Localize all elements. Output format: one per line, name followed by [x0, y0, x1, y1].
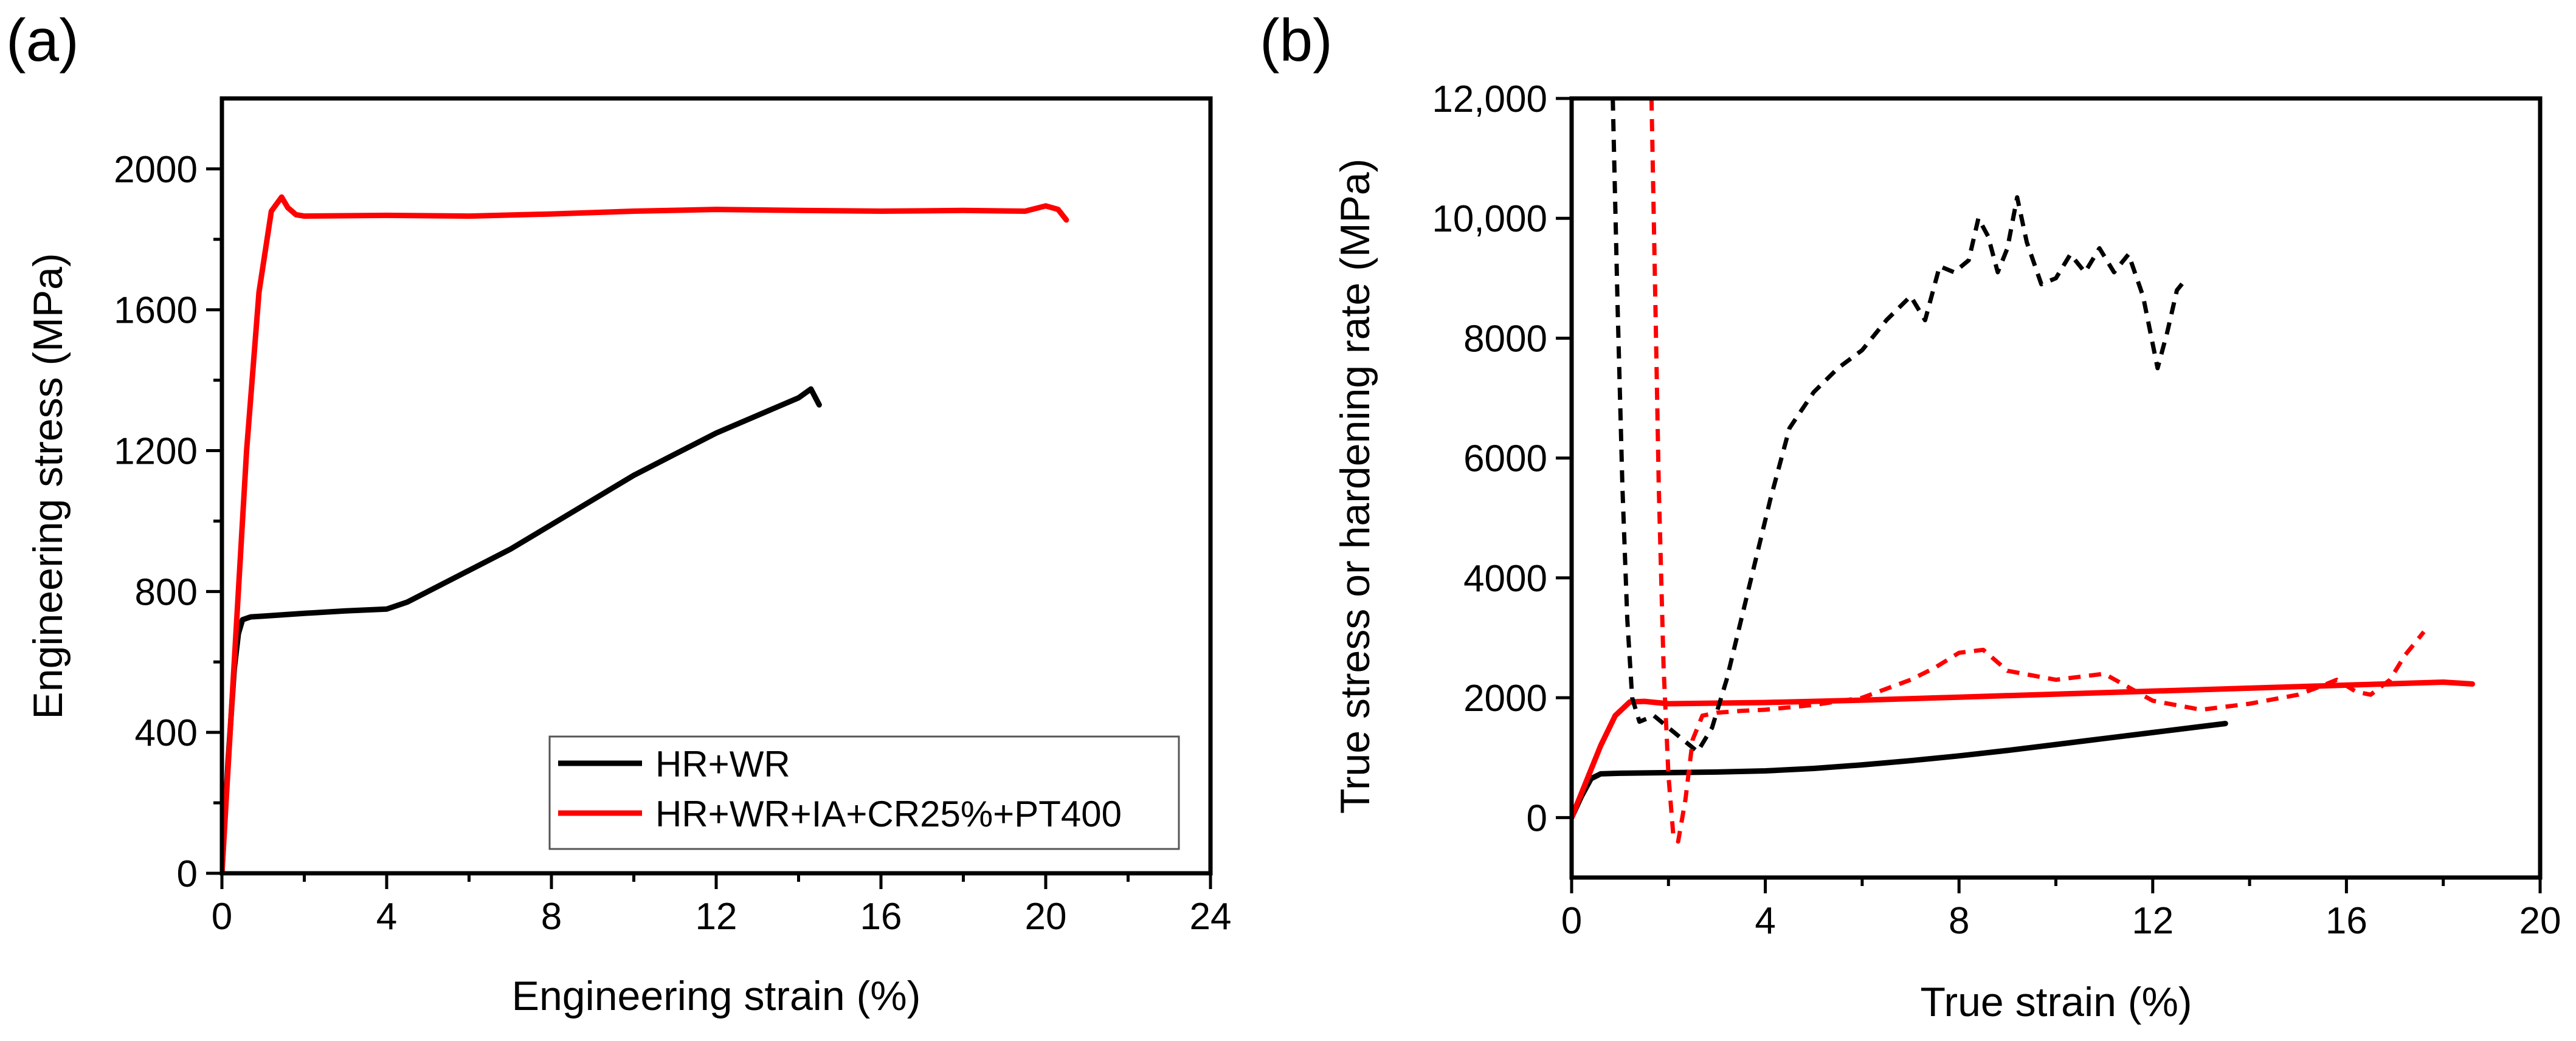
panel-a-y-tick-label: 1600	[114, 290, 198, 332]
panel-a-x-tick-label: 24	[1190, 896, 1232, 938]
panel-b-x-axis-title: True strain (%)	[1920, 979, 2192, 1025]
panel-a-y-axis-title: Engineering stress (MPa)	[25, 253, 71, 719]
panel-b-series-hr-wr-hardening-rate	[1611, 98, 2189, 754]
panel-a-series-hr-wr-ia-cr25-pt400	[222, 194, 1069, 873]
panel-a-x-tick-label: 4	[376, 896, 397, 938]
panel-a-y-tick-label: 800	[135, 571, 198, 613]
panel-a-x-tick-label: 12	[696, 896, 737, 938]
panel-b-x-tick-label: 16	[2326, 900, 2367, 942]
panel-b-y-tick-label: 8000	[1463, 318, 1547, 360]
panel-b-x-tick-label: 4	[1755, 900, 1775, 942]
panel-b-y-tick-label: 6000	[1463, 438, 1547, 480]
panel-b-y-tick-label: 2000	[1463, 678, 1547, 720]
panel-a-x-axis-title: Engineering strain (%)	[512, 973, 921, 1019]
panel-a-series-hr-wr	[222, 386, 822, 873]
legend-label-hr-wr: HR+WR	[655, 744, 790, 785]
panel-a-x-tick-label: 8	[541, 896, 562, 938]
panel-a-x-tick-label: 16	[860, 896, 902, 938]
panel-b-y-tick-label: 0	[1527, 797, 1547, 839]
legend-label-hr-wr-ia-cr25-pt400: HR+WR+IA+CR25%+PT400	[655, 794, 1122, 834]
panel-b-x-tick-label: 8	[1949, 900, 1969, 942]
legend-box	[548, 735, 1180, 850]
panel-b-y-axis-title: True stress or hardening rate (MPa)	[1332, 159, 1378, 814]
panel-b-y-tick-label: 4000	[1463, 558, 1547, 600]
panel-a-y-tick-label: 400	[135, 712, 198, 754]
panel-b-label: (b)	[1260, 7, 1333, 74]
panel-a-label: (a)	[6, 7, 79, 74]
panel-a-y-tick-label: 2000	[114, 149, 198, 191]
panel-b-x-tick-label: 0	[1561, 900, 1582, 942]
panel-a-x-tick-label: 20	[1025, 896, 1067, 938]
panel-b-series-hr-wr-ia-cr25-pt400-hardening-rate	[1649, 98, 2426, 844]
panel-a-x-tick-label: 0	[212, 896, 232, 938]
panel-a-y-tick-label: 0	[177, 853, 198, 895]
panel-a: (a) 0 4 8 12 16 20 24 0 400 800 1200 1600 2000 Engin…	[6, 7, 1231, 1019]
panel-b: (b) 0 4 8 12 16 20 0 2000 4000 6000 8000 10,000 12,0…	[1260, 7, 2561, 1025]
panel-b-x-tick-label: 12	[2132, 900, 2174, 942]
panel-b-y-tick-label: 10,000	[1432, 198, 1547, 240]
panel-b-y-tick-label: 12,000	[1432, 78, 1547, 120]
panel-b-series-hr-wr-true-stress	[1572, 721, 2228, 820]
panel-a-y-tick-label: 1200	[114, 431, 198, 473]
panel-b-series-hr-wr-ia-cr25-pt400-true-stress	[1572, 679, 2475, 820]
panel-b-x-tick-label: 20	[2519, 900, 2561, 942]
panel-a-legend: HR+WR HR+WR+IA+CR25%+PT400	[548, 735, 1180, 850]
